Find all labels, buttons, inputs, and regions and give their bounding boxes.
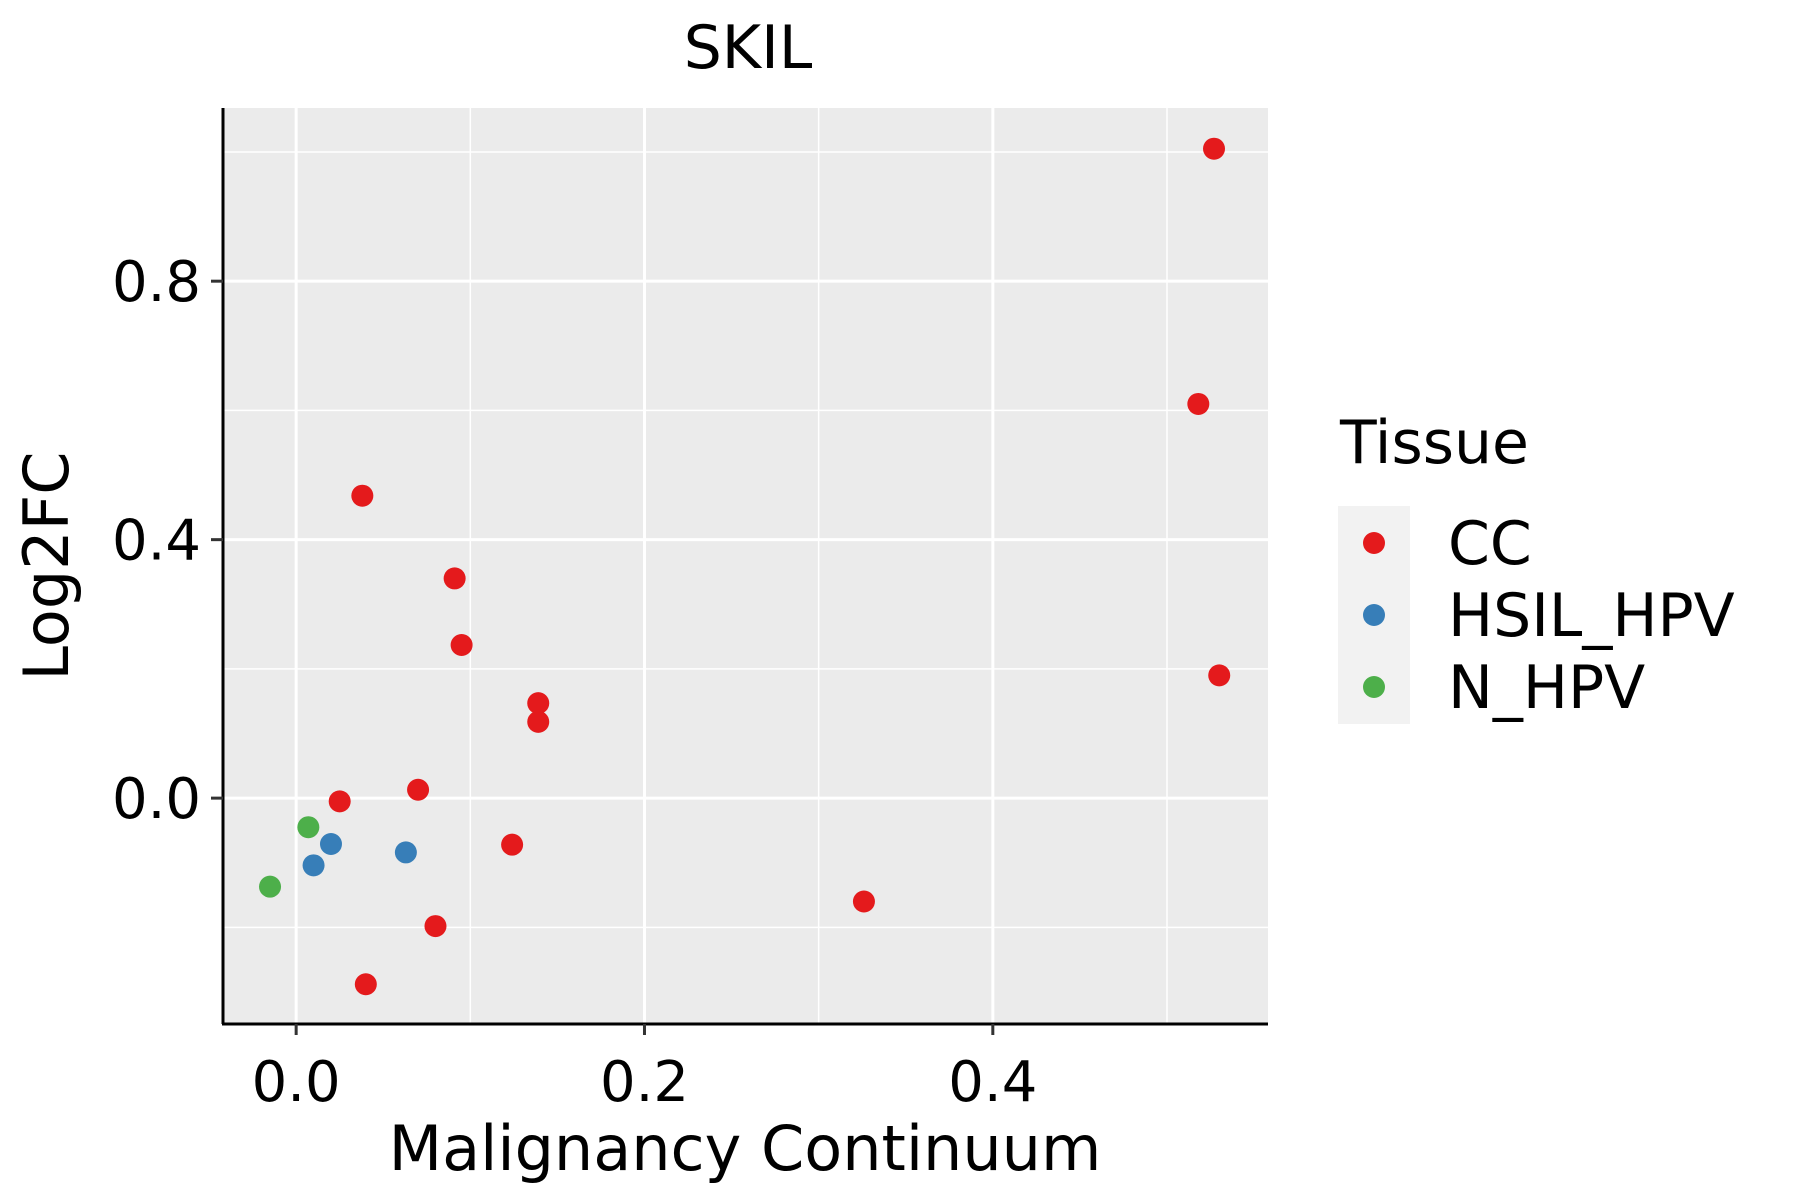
legend-key-cc (1363, 532, 1385, 554)
y-tick-label: 0.8 (112, 250, 201, 315)
data-point-cc (351, 484, 374, 507)
data-point-cc (450, 633, 473, 656)
y-axis-ticks: 0.0 0.4 0.8 (112, 250, 223, 832)
data-point-hsil-hpv (302, 854, 325, 877)
legend-key-hsil-hpv (1363, 604, 1385, 626)
data-points (259, 137, 1231, 996)
x-tick-label: 0.0 (252, 1050, 341, 1115)
plot-panel (223, 108, 1268, 1023)
legend-title: Tissue (1339, 408, 1529, 478)
x-axis-ticks: 0.0 0.2 0.4 (252, 1024, 1037, 1115)
data-point-n-hpv (259, 875, 282, 898)
data-point-hsil-hpv (319, 833, 342, 856)
chart-title: SKIL (684, 13, 813, 83)
x-axis-title: Malignancy Continuum (389, 1112, 1102, 1185)
data-point-cc (527, 692, 550, 715)
x-tick-label: 0.4 (948, 1050, 1037, 1115)
legend-label-n-hpv: N_HPV (1448, 653, 1645, 723)
y-tick-label: 0.4 (112, 509, 201, 574)
data-point-cc (424, 915, 447, 938)
minor-gridlines (223, 108, 1268, 1023)
legend-label-hsil-hpv: HSIL_HPV (1448, 581, 1735, 651)
legend-key-n-hpv (1363, 676, 1385, 698)
y-axis-title: Log2FC (10, 451, 83, 680)
data-point-hsil-hpv (394, 841, 417, 864)
data-point-cc (354, 973, 377, 996)
data-point-cc (852, 890, 875, 913)
data-point-cc (407, 778, 430, 801)
data-point-cc (1208, 664, 1231, 687)
data-point-cc (443, 567, 466, 590)
data-point-cc (501, 833, 524, 856)
major-gridlines (223, 108, 1268, 1023)
data-point-cc (527, 710, 550, 733)
x-tick-label: 0.2 (600, 1050, 689, 1115)
data-point-cc (328, 790, 351, 813)
data-point-cc (1203, 137, 1226, 160)
legend-label-cc: CC (1448, 509, 1532, 579)
data-point-cc (1187, 392, 1210, 415)
data-point-n-hpv (297, 816, 320, 839)
y-tick-label: 0.0 (112, 767, 201, 832)
